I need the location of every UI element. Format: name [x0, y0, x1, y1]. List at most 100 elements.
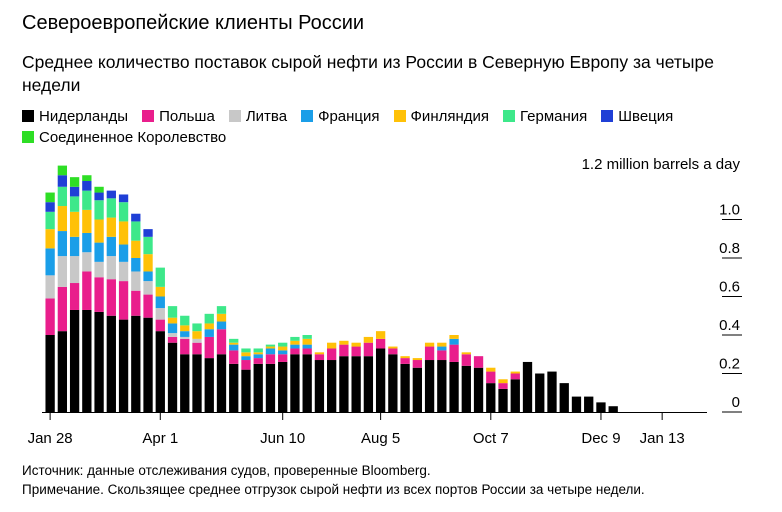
bar-segment	[437, 360, 447, 412]
bar-segment	[229, 338, 239, 343]
bar-segment	[290, 344, 300, 349]
y-tick-label: 0.6	[719, 279, 740, 296]
bar-segment	[486, 383, 496, 412]
bar-segment	[498, 379, 508, 384]
bar-segment	[265, 363, 276, 412]
bar-segment	[253, 352, 263, 355]
bar-segment	[204, 336, 214, 359]
bar-segment	[45, 211, 55, 230]
legend-item: Литва	[228, 106, 288, 127]
bar-segment	[571, 396, 582, 412]
bar-segment	[351, 342, 361, 347]
bar-segment	[216, 329, 227, 355]
bar-segment	[229, 344, 239, 351]
bar-segment	[265, 346, 276, 349]
bar-segment	[339, 340, 349, 345]
bar-segment	[412, 358, 422, 361]
bar-segment	[351, 356, 361, 412]
bar-segment	[143, 281, 153, 295]
bar-segment	[290, 354, 300, 412]
bar-segment	[118, 244, 129, 262]
bar-segment	[57, 186, 68, 207]
bar-segment	[131, 315, 141, 412]
bar-segment	[327, 342, 337, 349]
bar-segment	[375, 331, 386, 339]
bar-segment	[216, 354, 227, 412]
bar-segment	[131, 221, 141, 241]
bar-segment	[82, 232, 92, 253]
bar-segment	[351, 346, 361, 357]
bar-segment	[278, 350, 288, 355]
bar-segment	[57, 206, 68, 232]
bar-segment	[106, 279, 116, 316]
bar-segment	[363, 342, 374, 357]
x-tick-label: Jun 10	[260, 430, 305, 447]
bar-segment	[424, 342, 435, 347]
bar-segment	[363, 356, 374, 412]
legend-item: Соединенное Королевство	[22, 127, 226, 148]
legend-item: Польша	[142, 106, 215, 127]
bar-segment	[229, 363, 239, 412]
bar-segment	[253, 354, 263, 359]
legend-item: Финляндия	[393, 106, 489, 127]
bar-segment	[94, 186, 104, 193]
bar-segment	[584, 396, 594, 412]
bar-segment	[204, 358, 214, 412]
bar-segment	[314, 360, 325, 412]
bar-segment	[608, 406, 618, 412]
bar-segment	[486, 371, 496, 384]
bar-segment	[473, 367, 484, 412]
bar-segment	[155, 267, 165, 287]
bar-segment	[106, 198, 116, 218]
legend-label: Польша	[159, 108, 215, 125]
bar-segment	[302, 344, 312, 349]
bar-segment	[69, 236, 80, 257]
bar-segment	[82, 252, 92, 272]
bar-segment	[57, 175, 68, 187]
bar-segment	[167, 306, 178, 318]
bar-segment	[155, 296, 165, 309]
bar-segment	[400, 356, 410, 359]
bar-segment	[167, 323, 178, 334]
bar-segment	[69, 186, 80, 197]
bar-segment	[290, 336, 300, 341]
bar-segment	[424, 346, 435, 361]
legend-swatch	[503, 110, 516, 122]
y-tick-label: 0.2	[719, 356, 740, 373]
bar-segment	[241, 356, 251, 361]
bar-segment	[94, 277, 104, 312]
bar-segment	[45, 202, 55, 212]
bar-segment	[180, 338, 190, 355]
legend-label: Германия	[520, 108, 588, 125]
bar-segment	[57, 256, 68, 287]
bar-segment	[45, 248, 55, 276]
y-tick-label: 0.8	[719, 240, 740, 257]
legend-label: Литва	[245, 108, 288, 125]
bar-segment	[94, 242, 104, 262]
bar-segment	[265, 354, 276, 364]
bar-segment	[547, 371, 557, 412]
bar-segment	[106, 315, 116, 412]
bar-segment	[69, 177, 80, 187]
bar-segment	[82, 271, 92, 310]
footer: Источник: данные отслеживания судов, про…	[22, 461, 645, 499]
bar-segment	[155, 286, 165, 297]
bar-segment	[167, 342, 178, 412]
bar-segment	[253, 363, 263, 412]
bar-segment	[388, 354, 398, 412]
bar-segment	[143, 229, 153, 237]
bar-segment	[216, 321, 227, 330]
bar-segment	[94, 261, 104, 278]
bar-segment	[118, 261, 129, 282]
bar-segment	[106, 217, 116, 237]
bar-segment	[253, 348, 263, 353]
bar-segment	[302, 348, 312, 355]
bar-segment	[461, 354, 471, 366]
legend-item: Германия	[503, 106, 587, 127]
bar-segment	[449, 335, 459, 339]
bar-segment	[45, 335, 55, 412]
bar-segment	[241, 352, 251, 357]
bar-segment	[155, 331, 165, 412]
bar-segment	[400, 358, 410, 364]
bar-segment	[106, 256, 116, 280]
